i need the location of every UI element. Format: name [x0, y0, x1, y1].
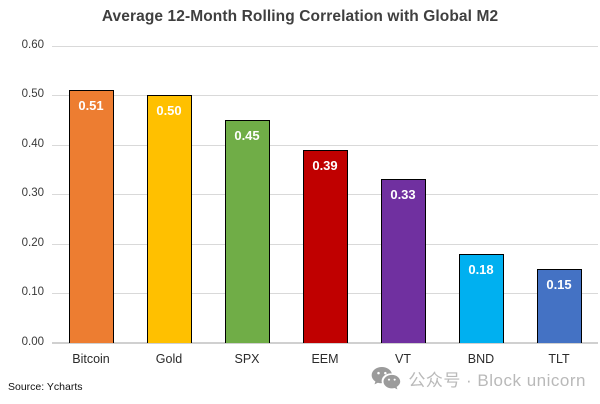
- x-tick-label-tlt: TLT: [548, 352, 570, 366]
- x-axis-line: [52, 342, 598, 344]
- watermark-text: 公众号 · Block unicorn: [408, 371, 586, 390]
- bar-value-label: 0.33: [390, 187, 416, 203]
- y-tick-label: 0.50: [21, 88, 44, 101]
- bar-gold: 0.50: [146, 95, 192, 343]
- bar-value-label: 0.51: [78, 98, 104, 114]
- y-tick-label: 0.20: [21, 236, 44, 249]
- x-tick-label-spx: SPX: [234, 352, 260, 366]
- bar-value-label: 0.18: [468, 261, 494, 277]
- x-tick-label-eem: EEM: [311, 352, 339, 366]
- y-tick-label: 0.40: [21, 137, 44, 150]
- y-tick-label: 0.60: [21, 38, 44, 51]
- x-tick-label-bnd: BND: [467, 352, 495, 366]
- wechat-icon: [371, 367, 401, 390]
- bar-value-label: 0.39: [312, 157, 338, 173]
- bar-tlt: 0.15: [536, 268, 582, 343]
- bar-value-label: 0.45: [234, 127, 260, 143]
- x-tick-label-bitcoin: Bitcoin: [72, 352, 110, 366]
- bar-value-label: 0.50: [156, 103, 182, 119]
- bar-vt: 0.33: [380, 179, 426, 343]
- bar-bnd: 0.18: [458, 253, 504, 343]
- gridline: [52, 95, 598, 97]
- source-note: Source: Ycharts: [8, 381, 83, 393]
- y-tick-label: 0.30: [21, 187, 44, 200]
- y-tick-label: 0.10: [21, 286, 44, 299]
- bar-bitcoin: 0.51: [68, 90, 114, 343]
- bar-spx: 0.45: [224, 119, 270, 343]
- gridline: [52, 144, 598, 146]
- y-tick-label: 0.00: [21, 336, 44, 348]
- bar-eem: 0.39: [302, 149, 348, 343]
- chart-title: Average 12-Month Rolling Correlation wit…: [101, 8, 499, 25]
- gridline: [52, 45, 598, 47]
- x-tick-label-vt: VT: [395, 352, 411, 366]
- x-tick-label-gold: Gold: [155, 352, 183, 366]
- bar-value-label: 0.15: [546, 276, 572, 292]
- watermark: 公众号 · Block unicorn: [371, 366, 586, 391]
